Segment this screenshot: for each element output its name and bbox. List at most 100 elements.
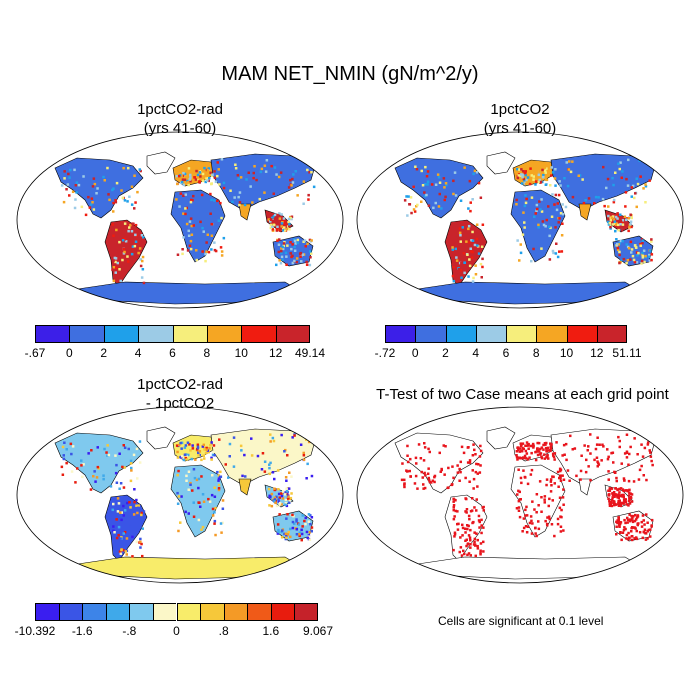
grid-cell <box>623 526 626 529</box>
grid-cell <box>612 500 615 503</box>
grid-cell <box>197 501 200 504</box>
grid-cell <box>302 458 306 461</box>
land-antarctica <box>69 556 306 580</box>
grid-cell <box>627 463 630 466</box>
grid-cell <box>113 236 116 240</box>
grid-cell <box>464 476 467 480</box>
grid-cell <box>482 509 485 512</box>
grid-cell <box>479 542 483 545</box>
grid-cell <box>135 504 138 507</box>
grid-cell <box>628 496 631 500</box>
grid-cell <box>516 239 519 242</box>
grid-cell <box>443 186 446 189</box>
grid-cell <box>115 518 118 521</box>
grid-cell <box>263 191 266 194</box>
grid-cell <box>310 516 314 519</box>
grid-cell <box>135 498 138 502</box>
grid-cell <box>473 531 476 534</box>
grid-cell <box>91 201 94 204</box>
grid-cell <box>139 258 142 261</box>
grid-cell <box>586 449 589 452</box>
grid-cell <box>200 458 203 462</box>
grid-cell <box>641 241 644 245</box>
grid-cell <box>532 175 535 178</box>
grid-cell <box>111 223 114 226</box>
grid-cell <box>252 176 255 180</box>
grid-cell <box>115 181 119 185</box>
grid-cell <box>541 168 544 172</box>
land-europe <box>172 159 216 187</box>
grid-cell <box>207 167 211 170</box>
grid-cell <box>540 496 543 499</box>
colorbar-1-tick-label: 6 <box>169 346 176 360</box>
grid-cell <box>525 531 529 534</box>
grid-cell <box>473 540 476 544</box>
grid-cell <box>114 454 117 457</box>
grid-cell <box>524 508 527 512</box>
grid-cell <box>272 192 275 195</box>
grid-cell <box>531 442 535 446</box>
grid-cell <box>537 520 540 523</box>
grid-cell <box>198 450 202 453</box>
grid-cell <box>457 522 460 526</box>
grid-cell <box>227 476 230 479</box>
grid-cell <box>568 479 571 482</box>
grid-cell <box>186 179 189 183</box>
grid-cell <box>182 171 185 175</box>
grid-cell <box>561 474 564 477</box>
colorbar-2-tick-label: 4 <box>472 346 480 360</box>
grid-cell <box>184 207 187 210</box>
grid-cell <box>306 168 309 172</box>
grid-cell <box>612 198 616 202</box>
grid-cell <box>302 180 306 183</box>
grid-cell <box>298 252 302 255</box>
grid-cell <box>632 515 635 518</box>
grid-cell <box>638 468 642 472</box>
grid-cell <box>464 531 467 534</box>
grid-cell <box>619 503 623 506</box>
grid-cell <box>475 237 479 241</box>
grid-cell <box>517 499 521 503</box>
grid-cell <box>534 212 537 215</box>
grid-cell <box>69 442 73 446</box>
grid-cell <box>197 518 201 522</box>
grid-cell <box>202 443 205 447</box>
grid-cell <box>425 175 429 178</box>
grid-cell <box>542 443 545 447</box>
grid-cell <box>269 461 272 465</box>
grid-cell <box>550 166 553 169</box>
grid-cell <box>125 553 128 556</box>
grid-cell <box>121 239 125 242</box>
grid-cell <box>301 253 305 256</box>
grid-cell <box>622 495 625 499</box>
grid-cell <box>122 486 126 489</box>
grid-cell <box>468 241 471 244</box>
grid-cell <box>269 433 272 436</box>
grid-cell <box>191 444 194 447</box>
grid-cell <box>136 511 139 515</box>
grid-cell <box>141 259 144 263</box>
colorbar-2-tick-label: 6 <box>502 346 510 360</box>
grid-cell <box>631 519 634 522</box>
grid-cell <box>111 188 114 192</box>
colorbar-1-swatch <box>172 325 207 343</box>
colorbar-2-swatch <box>566 325 597 343</box>
grid-cell <box>619 213 622 216</box>
grid-cell <box>128 195 131 198</box>
grid-cell <box>247 171 250 174</box>
grid-cell <box>621 493 624 497</box>
grid-cell <box>633 260 637 264</box>
grid-cell <box>277 175 281 179</box>
grid-cell <box>480 276 483 279</box>
grid-cell <box>416 487 419 490</box>
grid-cell <box>122 549 125 552</box>
grid-cell <box>89 488 93 491</box>
grid-cell <box>452 517 456 521</box>
grid-cell <box>643 528 647 531</box>
colorbar-1-tick-label: 2 <box>100 346 108 360</box>
grid-cell <box>212 450 215 453</box>
grid-cell <box>612 461 615 464</box>
colorbar-3-swatch <box>82 603 106 621</box>
grid-cell <box>117 525 121 529</box>
grid-cell <box>630 251 633 254</box>
